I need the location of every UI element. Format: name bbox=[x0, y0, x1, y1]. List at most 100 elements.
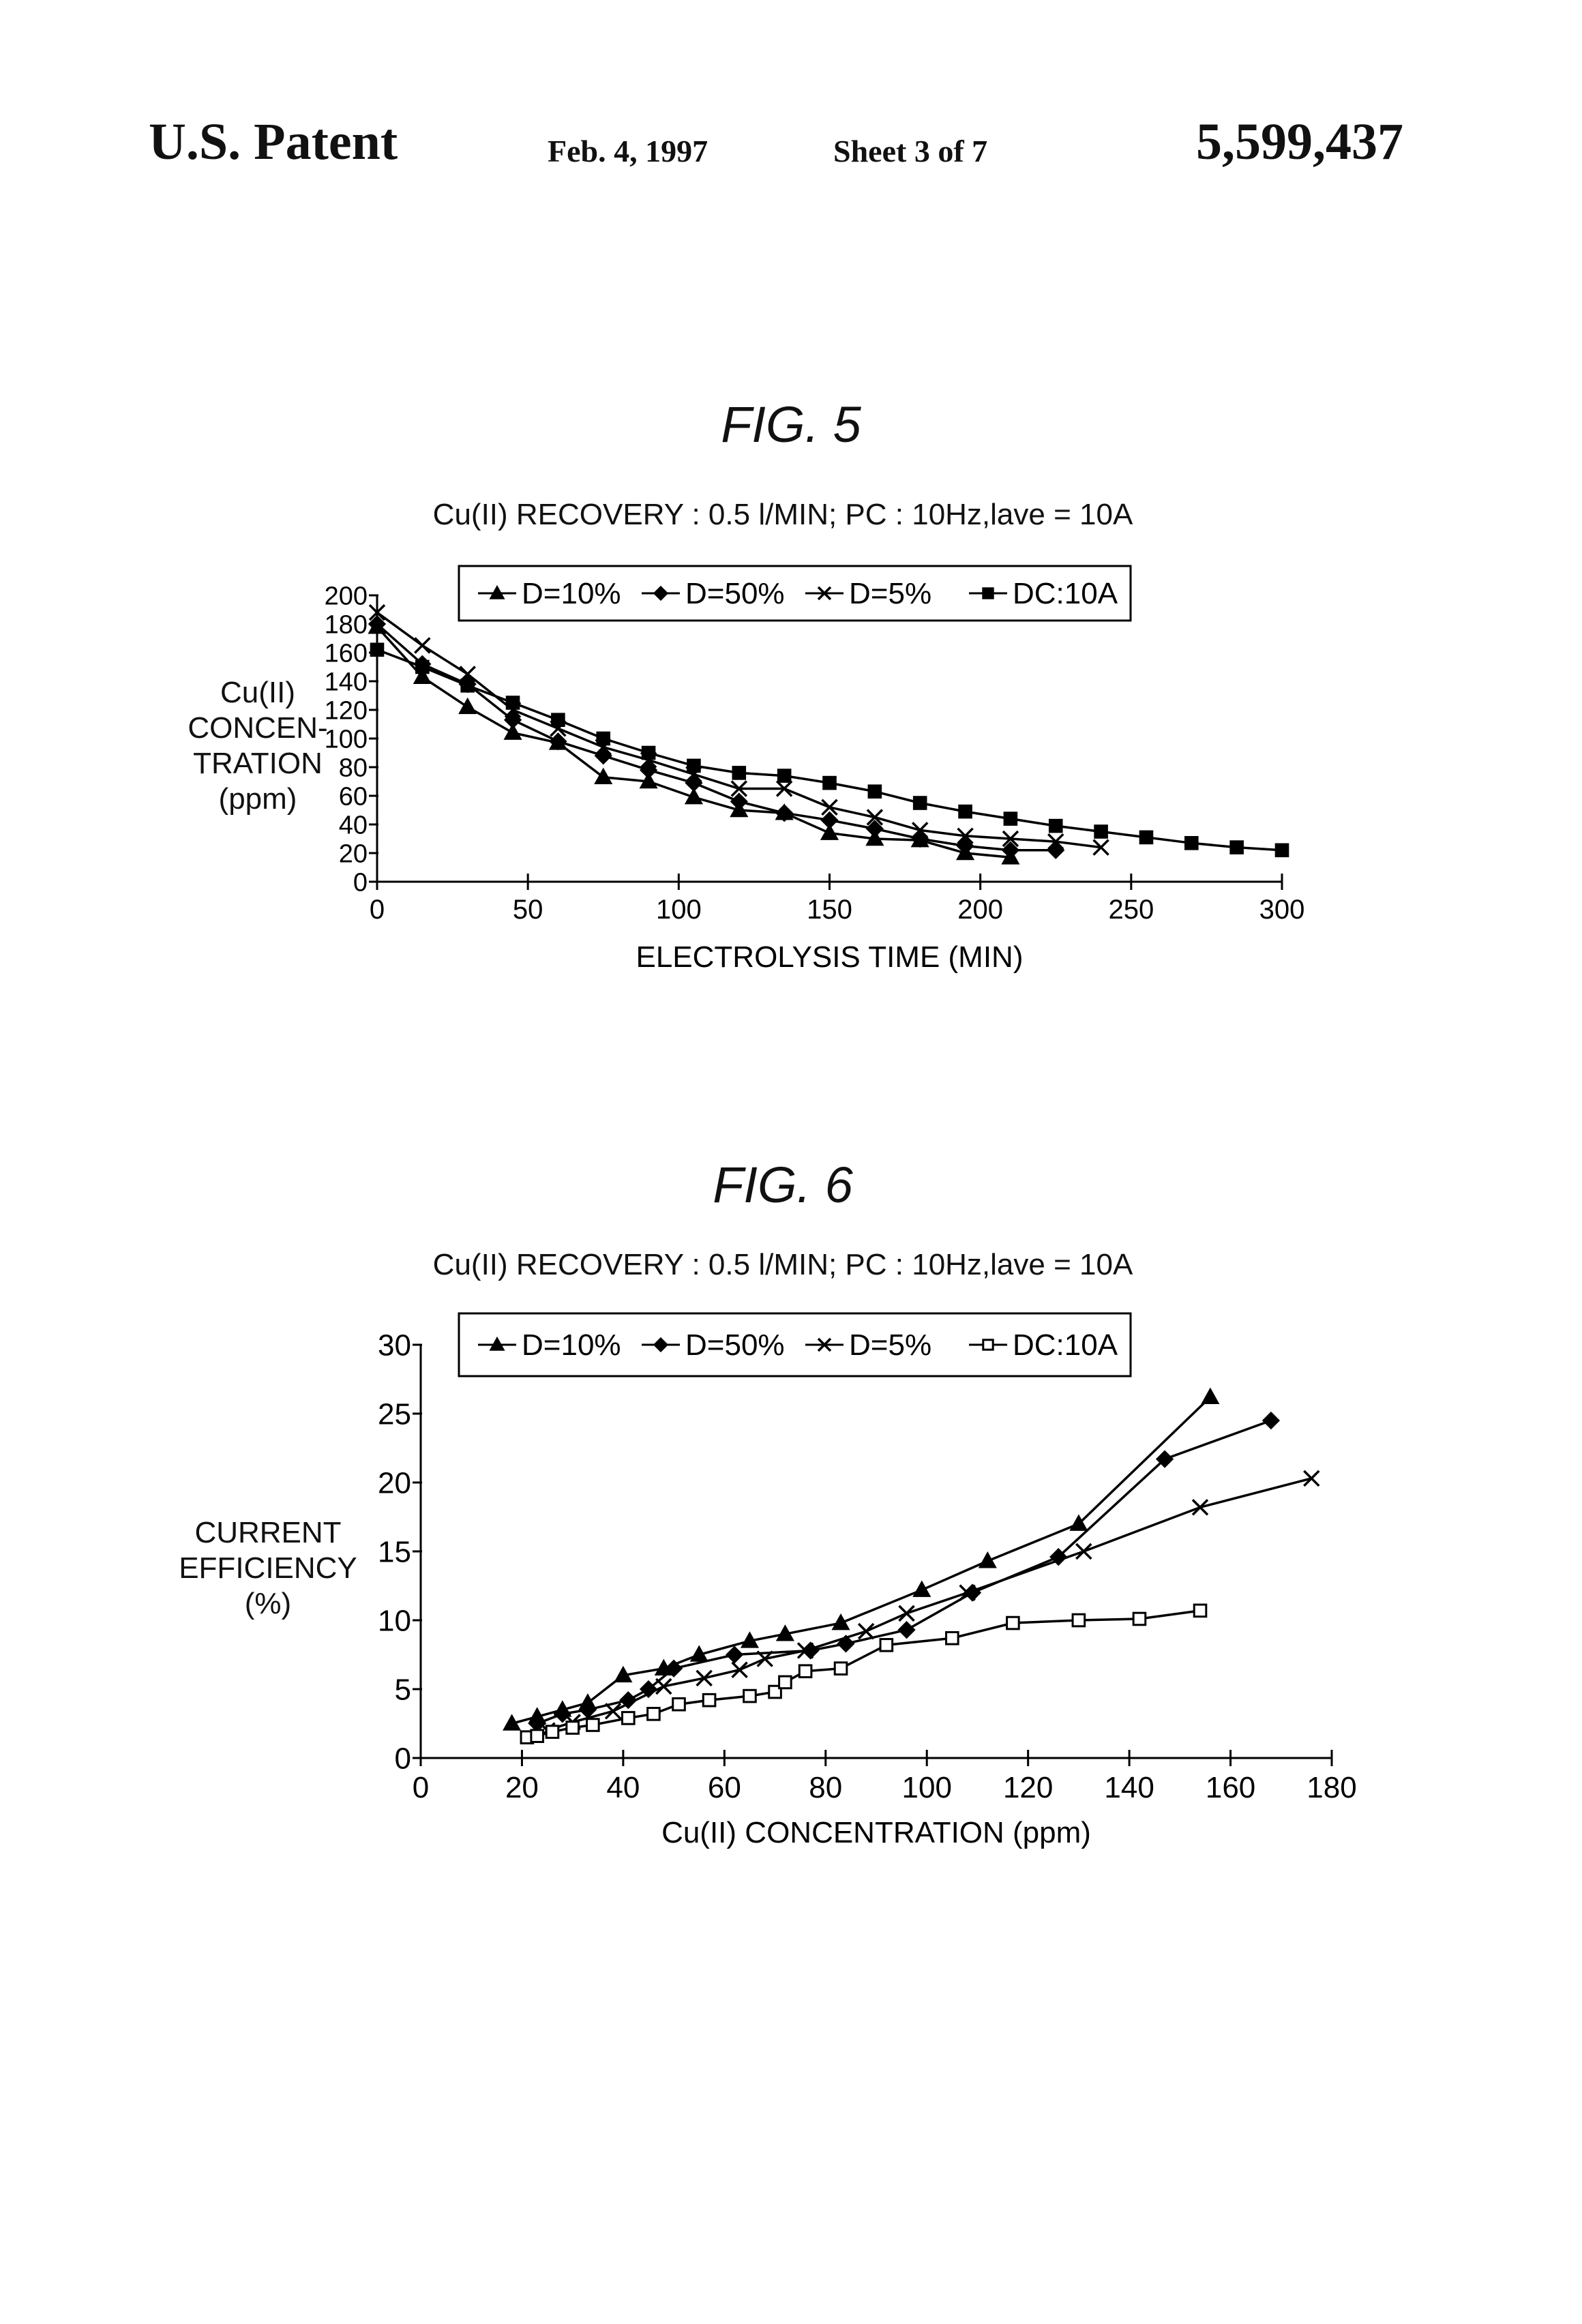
fig5-y-tick-label: 160 bbox=[325, 639, 368, 668]
fig6-y-tick-label: 15 bbox=[378, 1535, 411, 1568]
fig6-legend-marker-symbol bbox=[983, 1340, 993, 1350]
fig5-series-markers bbox=[370, 619, 1018, 863]
fig5-y-tick-label: 120 bbox=[325, 696, 368, 725]
patent-date: Feb. 4, 1997 bbox=[548, 133, 708, 169]
fig6-data-point bbox=[673, 1698, 685, 1710]
fig6-x-tick-label: 100 bbox=[902, 1771, 952, 1804]
fig5-legend-marker bbox=[983, 589, 993, 598]
fig6-data-point bbox=[1133, 1613, 1146, 1625]
fig5-legend-label: D=50% bbox=[685, 577, 785, 610]
fig5-data-point bbox=[415, 638, 430, 653]
fig6-x-tick-label: 60 bbox=[708, 1771, 741, 1804]
fig6-legend-label: DC:10A bbox=[1013, 1328, 1118, 1362]
fig6-data-point bbox=[606, 1703, 621, 1718]
fig5-data-point bbox=[1048, 843, 1063, 858]
fig6-data-point bbox=[880, 1639, 893, 1652]
fig6-data-point bbox=[779, 1676, 792, 1688]
fig5-x-tick-label: 50 bbox=[513, 895, 543, 925]
fig5-data-point bbox=[1231, 841, 1243, 854]
fig6-data-point bbox=[899, 1622, 914, 1637]
fig6-data-point bbox=[859, 1624, 874, 1639]
fig5-series-markers bbox=[370, 616, 1063, 858]
fig6-x-axis-label: Cu(II) CONCENTRATION (ppm) bbox=[661, 1816, 1091, 1849]
fig6-x-tick-label: 20 bbox=[505, 1771, 539, 1804]
fig5-data-point bbox=[1049, 820, 1062, 832]
fig5-title: FIG. 5 bbox=[721, 396, 861, 453]
fig5-x-tick-label: 300 bbox=[1259, 895, 1305, 925]
fig5-y-tick-label: 20 bbox=[339, 839, 368, 868]
fig5-legend-label: D=10% bbox=[522, 577, 621, 610]
fig5-data-point bbox=[914, 797, 926, 809]
fig6-y-tick-label: 0 bbox=[395, 1742, 411, 1775]
fig6-data-point bbox=[799, 1665, 811, 1678]
fig6-legend-marker bbox=[983, 1340, 993, 1350]
fig5-x-tick-label: 100 bbox=[656, 895, 702, 925]
fig5-data-point bbox=[642, 747, 655, 759]
fig6-legend-label: D=50% bbox=[685, 1328, 785, 1362]
fig5-x-tick-label: 150 bbox=[807, 895, 852, 925]
fig6-series-line bbox=[537, 1420, 1271, 1723]
fig6-series-markers bbox=[505, 1390, 1218, 1730]
fig5-subtitle: Cu(II) RECOVERY : 0.5 l/MIN; PC : 10Hz,l… bbox=[433, 498, 1133, 532]
fig5-data-point bbox=[733, 767, 745, 779]
fig5-y-tick-label: 60 bbox=[339, 782, 368, 811]
fig5-series-line bbox=[377, 624, 1056, 850]
fig6-y-tick-label: 5 bbox=[395, 1673, 411, 1706]
fig6-data-point bbox=[546, 1726, 558, 1738]
fig5-data-point bbox=[460, 700, 475, 713]
fig5-data-point bbox=[371, 644, 383, 656]
fig6-data-point bbox=[914, 1583, 929, 1596]
fig5-y-tick-label: 40 bbox=[339, 811, 368, 839]
fig6-y-tick-label: 20 bbox=[378, 1466, 411, 1500]
fig5-data-point bbox=[462, 680, 474, 692]
fig6-legend-label: D=10% bbox=[522, 1328, 621, 1362]
fig5-data-point bbox=[417, 661, 429, 673]
fig6-data-point bbox=[1264, 1413, 1279, 1428]
fig5-y-tick-label: 200 bbox=[325, 582, 368, 610]
fig5-x-tick-label: 250 bbox=[1108, 895, 1154, 925]
fig5-data-point bbox=[732, 794, 747, 809]
fig5-data-point bbox=[686, 775, 701, 790]
fig6-series-line bbox=[512, 1397, 1210, 1724]
fig6-data-point bbox=[980, 1553, 995, 1567]
fig5-data-point bbox=[596, 748, 611, 763]
fig6-legend-label: D=5% bbox=[849, 1328, 931, 1362]
fig6-data-point bbox=[531, 1730, 543, 1742]
fig6-data-point bbox=[648, 1708, 660, 1720]
fig6-series-markers bbox=[530, 1413, 1279, 1731]
fig6-y-tick-label: 25 bbox=[378, 1397, 411, 1431]
fig5-y-tick-label: 100 bbox=[325, 725, 368, 754]
fig5-legend-label: DC:10A bbox=[1013, 577, 1118, 610]
fig6-x-tick-label: 40 bbox=[606, 1771, 640, 1804]
fig6-subtitle: Cu(II) RECOVERY : 0.5 l/MIN; PC : 10Hz,l… bbox=[433, 1248, 1133, 1282]
fig5-data-point bbox=[507, 697, 519, 709]
fig5-x-axis-label: ELECTROLYSIS TIME (MIN) bbox=[636, 940, 1023, 974]
fig6-data-point bbox=[835, 1663, 847, 1675]
fig6-x-tick-label: 180 bbox=[1307, 1771, 1356, 1804]
fig5-x-tick-label: 0 bbox=[370, 895, 385, 925]
fig5-x-tick-label: 200 bbox=[957, 895, 1003, 925]
fig5-data-point bbox=[824, 777, 836, 789]
fig6-x-tick-label: 120 bbox=[1003, 1771, 1053, 1804]
fig6-x-tick-label: 160 bbox=[1206, 1771, 1255, 1804]
fig6-data-point bbox=[744, 1690, 756, 1702]
fig6-data-point bbox=[1193, 1500, 1208, 1515]
fig5-data-point bbox=[552, 714, 565, 726]
fig5-data-point bbox=[1004, 813, 1017, 825]
fig6-data-point bbox=[567, 1722, 579, 1734]
fig6-data-point bbox=[899, 1606, 914, 1621]
patent-number: 5,599,437 bbox=[1196, 113, 1403, 172]
fig5-data-point bbox=[1140, 831, 1152, 844]
fig5-data-point bbox=[1186, 837, 1198, 850]
fig6-y-tick-label: 10 bbox=[378, 1604, 411, 1637]
fig6-x-tick-label: 140 bbox=[1104, 1771, 1154, 1804]
fig5-data-point bbox=[688, 760, 700, 772]
fig6-data-point bbox=[727, 1648, 742, 1663]
fig5-data-point bbox=[778, 770, 790, 782]
fig5-y-tick-label: 80 bbox=[339, 754, 368, 782]
fig6-data-point bbox=[1073, 1614, 1085, 1626]
fig5-legend-marker-symbol bbox=[983, 589, 993, 598]
fig5-y-tick-label: 180 bbox=[325, 610, 368, 639]
fig6-data-point bbox=[946, 1632, 959, 1644]
fig6-data-point bbox=[1194, 1605, 1206, 1617]
